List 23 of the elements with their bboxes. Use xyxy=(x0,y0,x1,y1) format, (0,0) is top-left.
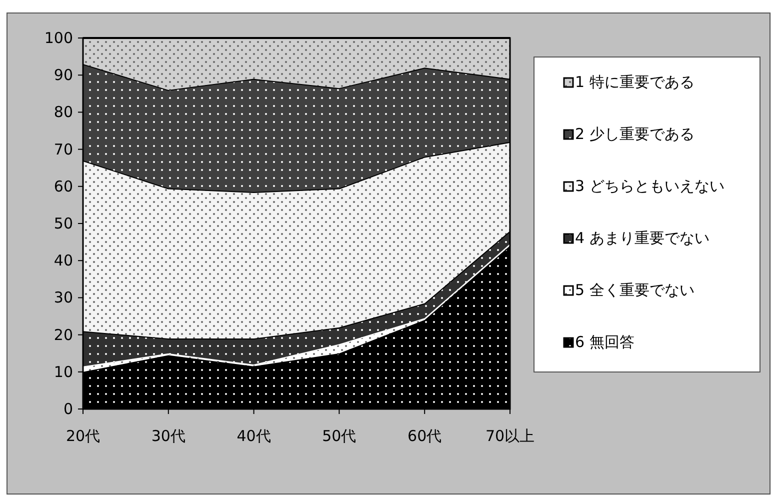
legend-label: 2 少し重要である xyxy=(575,125,694,143)
legend-label: 1 特に重要である xyxy=(575,73,694,91)
x-tick-label: 60代 xyxy=(408,427,442,445)
y-tick-label: 50 xyxy=(54,214,73,232)
y-tick-label: 100 xyxy=(44,29,73,47)
x-tick-label: 20代 xyxy=(66,427,100,445)
x-tick-label: 50代 xyxy=(322,427,356,445)
y-tick-label: 90 xyxy=(54,66,73,84)
legend-label: 6 無回答 xyxy=(575,333,634,351)
legend-label: 4 あまり重要でない xyxy=(575,229,710,247)
x-tick-label: 70以上 xyxy=(485,427,535,445)
y-tick-label: 80 xyxy=(54,103,73,122)
y-tick-label: 30 xyxy=(54,288,73,307)
y-tick-label: 0 xyxy=(63,400,73,418)
y-tick-label: 60 xyxy=(54,177,73,196)
y-tick-label: 70 xyxy=(54,140,73,158)
x-tick-label: 40代 xyxy=(236,427,271,445)
y-tick-label: 40 xyxy=(54,252,73,270)
legend-label: 3 どちらともいえない xyxy=(575,177,724,195)
y-tick-label: 20 xyxy=(54,326,73,344)
x-tick-label: 30代 xyxy=(151,427,186,445)
y-tick-label: 10 xyxy=(54,362,73,381)
legend-label: 5 全く重要でない xyxy=(575,281,694,299)
